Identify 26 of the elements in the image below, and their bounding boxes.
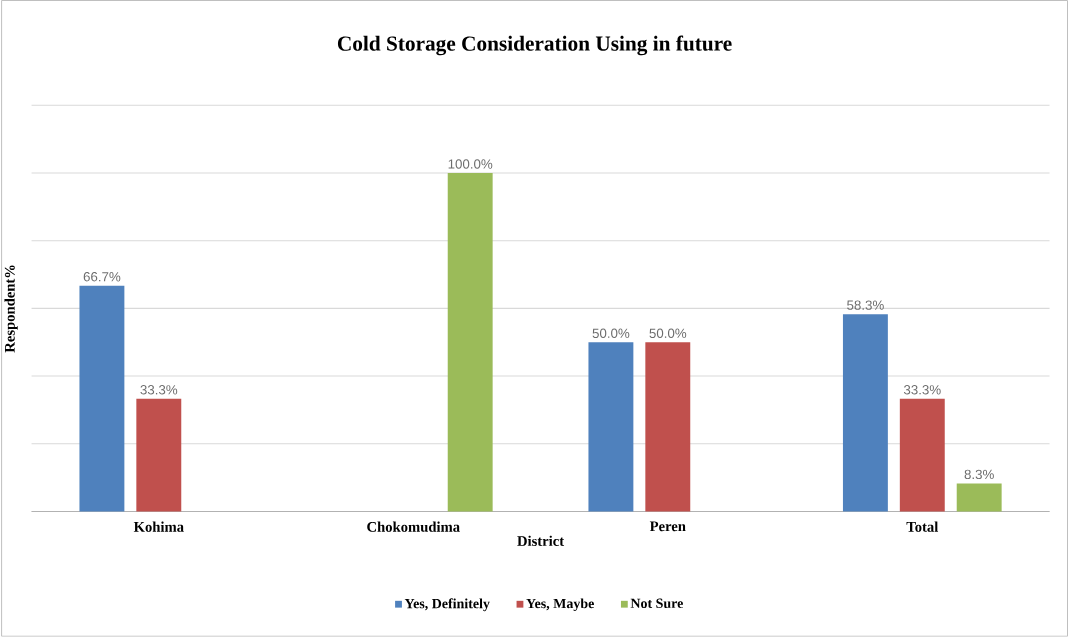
x-tick-label: Chokomudima bbox=[367, 521, 460, 532]
bar bbox=[136, 398, 182, 512]
bar bbox=[899, 398, 945, 512]
bar bbox=[588, 342, 634, 512]
legend-label: Yes, Maybe bbox=[526, 598, 594, 612]
data-label: 8.3% bbox=[964, 469, 994, 480]
bar bbox=[956, 483, 1002, 512]
bar bbox=[645, 342, 691, 512]
data-label: 100.0% bbox=[448, 159, 493, 169]
x-axis-title: District bbox=[517, 535, 565, 547]
x-tick-label: Kohima bbox=[133, 521, 184, 532]
y-axis-title: Respondent% bbox=[4, 265, 18, 353]
bar bbox=[447, 173, 493, 512]
data-label: 33.3% bbox=[140, 385, 178, 395]
data-label: 58.3% bbox=[847, 300, 884, 310]
bar bbox=[79, 285, 125, 512]
data-label: 50.0% bbox=[592, 328, 630, 339]
data-label: 50.0% bbox=[649, 328, 687, 339]
legend-label: Yes, Definitely bbox=[404, 598, 490, 612]
data-label: 33.3% bbox=[903, 385, 941, 395]
x-tick-label: Peren bbox=[649, 521, 686, 532]
x-tick-label: Total bbox=[906, 521, 939, 532]
legend-label: Not Sure bbox=[630, 598, 683, 609]
chart-title: Cold Storage Consideration Using in future bbox=[337, 35, 732, 56]
bar bbox=[842, 314, 888, 512]
data-label: 66.7% bbox=[83, 272, 121, 282]
